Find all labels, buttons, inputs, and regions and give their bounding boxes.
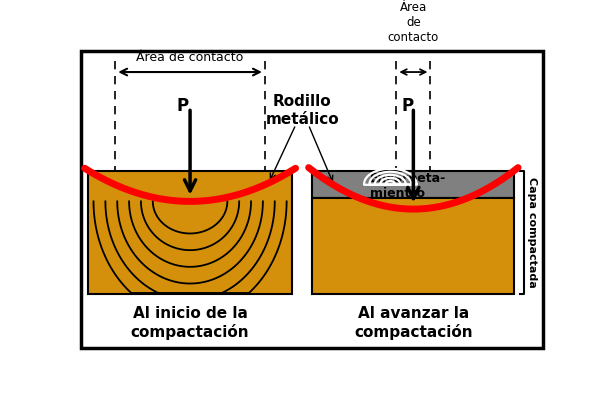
Bar (312, 171, 514, 198)
Text: Al inicio de la
compactación: Al inicio de la compactación (131, 306, 249, 340)
Bar (88, 171, 292, 294)
Text: Área de contacto: Área de contacto (136, 51, 244, 64)
Bar (312, 198, 514, 294)
Text: Al avanzar la
compactación: Al avanzar la compactación (354, 306, 473, 340)
Text: Encarpeta-
mientro: Encarpeta- mientro (370, 171, 446, 199)
Text: P: P (176, 97, 188, 115)
Text: Rodillo
metálico: Rodillo metálico (266, 94, 339, 127)
Text: Capa compactada: Capa compactada (527, 177, 537, 288)
Text: Área
de
contacto: Área de contacto (388, 1, 439, 44)
Text: P: P (402, 97, 414, 115)
